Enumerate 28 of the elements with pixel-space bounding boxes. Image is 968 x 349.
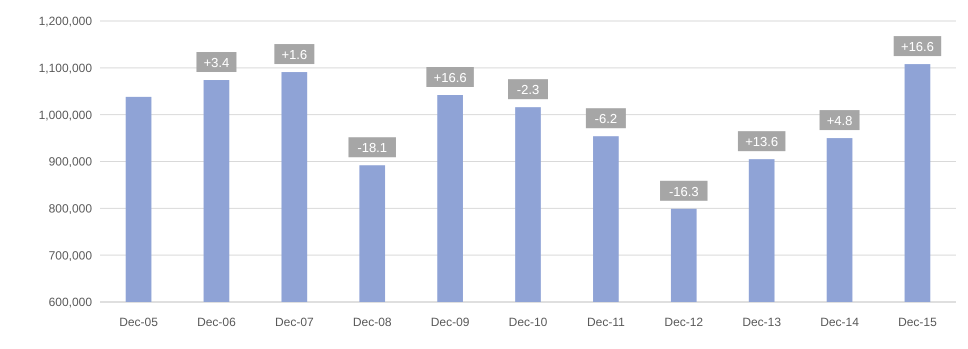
annotation: -16.3 [668, 184, 699, 199]
y-tick-label: 700,000 [48, 248, 92, 262]
x-tick-label: Dec-10 [508, 315, 548, 329]
annotation: +1.6 [281, 47, 308, 62]
x-tick-label: Dec-12 [664, 315, 704, 329]
y-tick-label: 600,000 [48, 295, 92, 310]
y-tick-label: 1,200,000 [38, 14, 92, 28]
x-tick-label: Dec-15 [898, 315, 938, 329]
x-tick-label: Dec-13 [742, 315, 782, 329]
x-tick-label: Dec-06 [197, 315, 236, 329]
x-tick-label: Dec-09 [430, 315, 470, 329]
annotation: +3.4 [204, 55, 230, 70]
annotation: +4.8 [826, 113, 852, 128]
x-tick-label: Dec-11 [586, 315, 626, 329]
x-tick-label: Dec-05 [119, 315, 158, 329]
y-tick-label: 1,100,000 [38, 61, 92, 76]
annotation: -18.1 [357, 140, 388, 156]
x-tick-label: Dec-14 [820, 315, 860, 329]
annotation: -2.3 [516, 82, 540, 98]
y-tick-label: 900,000 [48, 154, 92, 169]
y-tick-label: 800,000 [48, 202, 92, 216]
x-tick-label: Dec-07 [274, 315, 314, 329]
annotation: -6.2 [594, 111, 618, 126]
x-tick-label: Dec-08 [352, 315, 392, 329]
annotation: +13.6 [745, 134, 778, 150]
annotation: +16.6 [900, 39, 934, 54]
y-tick-label: 1,000,000 [38, 108, 92, 122]
annotation: +16.6 [434, 70, 467, 85]
